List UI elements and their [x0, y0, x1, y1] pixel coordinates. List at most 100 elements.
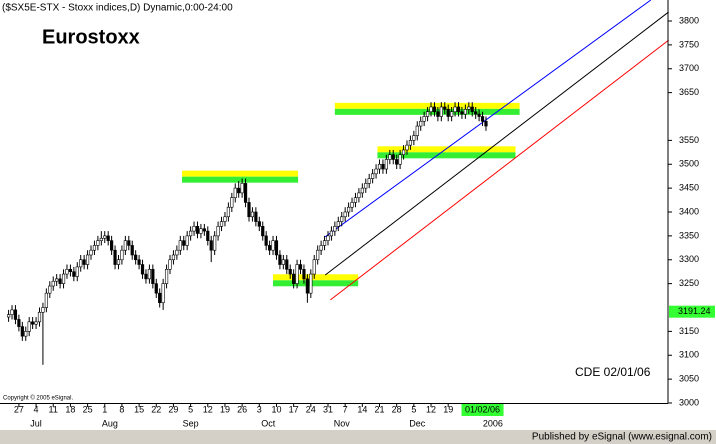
- candle-body: [216, 226, 220, 237]
- x-tick-label: 12: [203, 404, 213, 414]
- candle-body: [192, 226, 196, 232]
- candle-body: [412, 135, 416, 141]
- candle-body: [213, 235, 217, 251]
- x-tick-label: 31: [323, 404, 333, 414]
- x-tick-label: 12: [426, 404, 436, 414]
- x-tick-label: 19: [443, 404, 453, 414]
- candle-body: [48, 285, 52, 294]
- y-tick-label: 3800: [679, 15, 699, 25]
- candle-body: [164, 269, 169, 284]
- candle-body: [199, 228, 203, 234]
- candle-body: [367, 178, 371, 184]
- candle-body: [178, 240, 182, 251]
- x-tick-label: 22: [151, 404, 161, 414]
- x-tick-label: 19: [220, 404, 230, 414]
- candle-body: [171, 254, 176, 261]
- candle-body: [353, 197, 358, 203]
- candle-body: [243, 183, 248, 203]
- candle-body: [401, 149, 406, 156]
- candle-body: [189, 230, 193, 237]
- x-tick-label: 17: [289, 404, 299, 414]
- plot-area: [6, 0, 669, 365]
- candle-body: [377, 163, 382, 170]
- candle-body: [312, 259, 316, 275]
- candle-body: [450, 111, 454, 117]
- candle-body: [120, 249, 124, 261]
- candle-body: [158, 292, 162, 304]
- x-tick-label: 14: [357, 404, 367, 414]
- channel-line: [324, 0, 652, 238]
- candle-body: [336, 221, 340, 227]
- candle-body: [446, 109, 450, 117]
- candle-body: [360, 187, 364, 194]
- candle-body: [106, 235, 110, 241]
- candle-body: [37, 311, 42, 323]
- month-label: Sep: [183, 418, 199, 428]
- x-tick-label: 24: [306, 404, 316, 414]
- x-tick-label: 21: [374, 404, 384, 414]
- candle-body: [247, 202, 251, 218]
- candle-body: [326, 235, 330, 241]
- candle-body: [429, 106, 433, 113]
- candle-body: [254, 211, 258, 222]
- candle-body: [343, 211, 347, 218]
- candle-body: [302, 269, 306, 280]
- month-label: Jul: [30, 418, 42, 428]
- candle-body: [268, 245, 272, 251]
- candle-body: [6, 314, 11, 318]
- candle-body: [10, 309, 14, 315]
- candle-body: [371, 173, 375, 179]
- candle-body: [250, 211, 255, 218]
- candle-body: [20, 326, 24, 337]
- candle-body: [350, 202, 354, 208]
- candle-body: [285, 259, 289, 270]
- candle-body: [27, 321, 31, 332]
- candle-body: [419, 120, 423, 127]
- month-label: 2006: [483, 418, 503, 428]
- copyright: Copyright © 2005 eSignal.: [3, 395, 73, 402]
- candle-body: [364, 183, 368, 189]
- candle-body: [223, 216, 227, 222]
- candle-body: [405, 144, 409, 151]
- zone-upper: [182, 170, 299, 177]
- candle-body: [161, 283, 165, 304]
- candle-body: [175, 249, 179, 256]
- candle-body: [309, 273, 313, 294]
- candle-body: [288, 269, 292, 275]
- candle-body: [398, 154, 402, 165]
- last-price-label: 3191.24: [678, 306, 711, 316]
- candle-body: [274, 240, 279, 256]
- y-tick-label: 3400: [679, 206, 699, 216]
- candle-body: [147, 269, 151, 280]
- candle-body: [316, 249, 320, 261]
- zone-upper: [273, 274, 359, 281]
- candle-body: [261, 226, 265, 237]
- candle-body: [72, 271, 76, 277]
- candle-body: [298, 264, 303, 270]
- y-tick-label: 3700: [679, 63, 699, 73]
- candle-body: [460, 111, 464, 115]
- channel-line: [330, 39, 669, 301]
- x-tick-label: 1: [102, 404, 107, 414]
- y-tick-label: 3550: [679, 135, 699, 145]
- candle-body: [17, 319, 21, 327]
- candle-body: [264, 235, 268, 246]
- last-price-box: [669, 305, 715, 318]
- candle-body: [477, 113, 481, 117]
- y-tick-label: 3500: [679, 159, 699, 169]
- candle-body: [456, 106, 461, 113]
- month-label: Dec: [409, 418, 426, 428]
- footer-text: Published by eSignal (www.esignal.com): [532, 432, 712, 443]
- candle-body: [443, 106, 447, 110]
- x-tick-label: 5: [411, 404, 416, 414]
- candle-body: [65, 269, 69, 275]
- month-label: Nov: [334, 418, 351, 428]
- candle-body: [123, 240, 127, 251]
- candle-body: [230, 197, 234, 208]
- y-tick-label: 3750: [679, 39, 699, 49]
- candle-body: [79, 259, 83, 268]
- chart-subtitle: ($SX5E-STX - Stoxx indices,D) Dynamic,0:…: [2, 3, 233, 14]
- x-tick-label: 18: [65, 404, 75, 414]
